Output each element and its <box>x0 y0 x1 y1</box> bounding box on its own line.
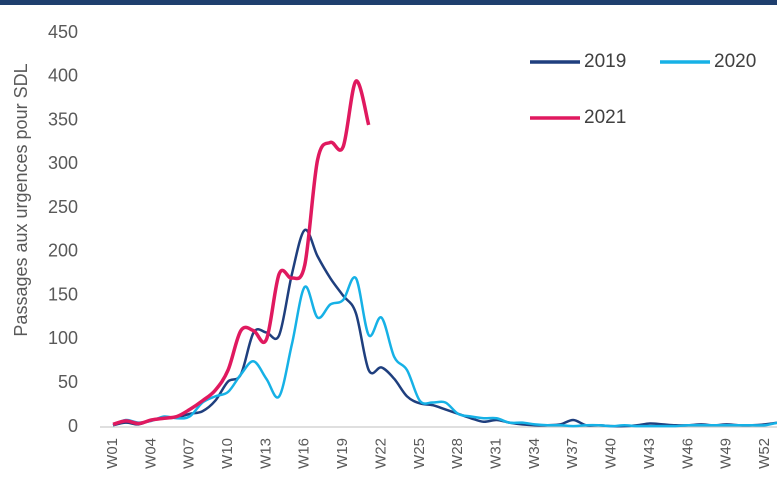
x-tick-label: W49 <box>718 438 735 469</box>
legend-label: 2021 <box>584 107 626 128</box>
x-tick-label: W22 <box>372 438 389 469</box>
x-tick-label: W43 <box>641 438 658 469</box>
y-tick-label: 400 <box>48 66 78 86</box>
y-tick-label: 350 <box>48 109 78 129</box>
y-tick-label: 200 <box>48 241 78 261</box>
x-tick-label: W10 <box>219 438 236 469</box>
x-tick-label: W52 <box>756 438 773 469</box>
legend-label: 2020 <box>714 51 756 72</box>
y-tick-label: 100 <box>48 328 78 348</box>
y-tick-label: 250 <box>48 197 78 217</box>
x-tick-label: W13 <box>257 438 274 469</box>
y-axis-title: Passages aux urgences pour SDL <box>11 63 31 336</box>
x-tick-label: W28 <box>449 438 466 469</box>
x-tick-label: W46 <box>679 438 696 469</box>
y-tick-label: 300 <box>48 153 78 173</box>
top-bar <box>0 0 777 5</box>
x-tick-label: W19 <box>334 438 351 469</box>
x-tick-label: W01 <box>104 438 121 469</box>
y-tick-label: 450 <box>48 22 78 42</box>
y-tick-label: 0 <box>68 416 78 436</box>
legend-label: 2019 <box>584 51 626 72</box>
x-tick-label: W40 <box>603 438 620 469</box>
y-tick-label: 150 <box>48 284 78 304</box>
x-tick-label: W34 <box>526 438 543 469</box>
x-tick-label: W31 <box>487 438 504 469</box>
x-tick-label: W25 <box>411 438 428 469</box>
x-tick-label: W16 <box>296 438 313 469</box>
y-tick-label: 50 <box>58 372 78 392</box>
x-tick-label: W37 <box>564 438 581 469</box>
x-tick-label: W04 <box>142 438 159 469</box>
series-line <box>112 228 777 428</box>
x-tick-label: W07 <box>181 438 198 469</box>
series-line <box>112 275 777 428</box>
series-line <box>112 79 371 427</box>
